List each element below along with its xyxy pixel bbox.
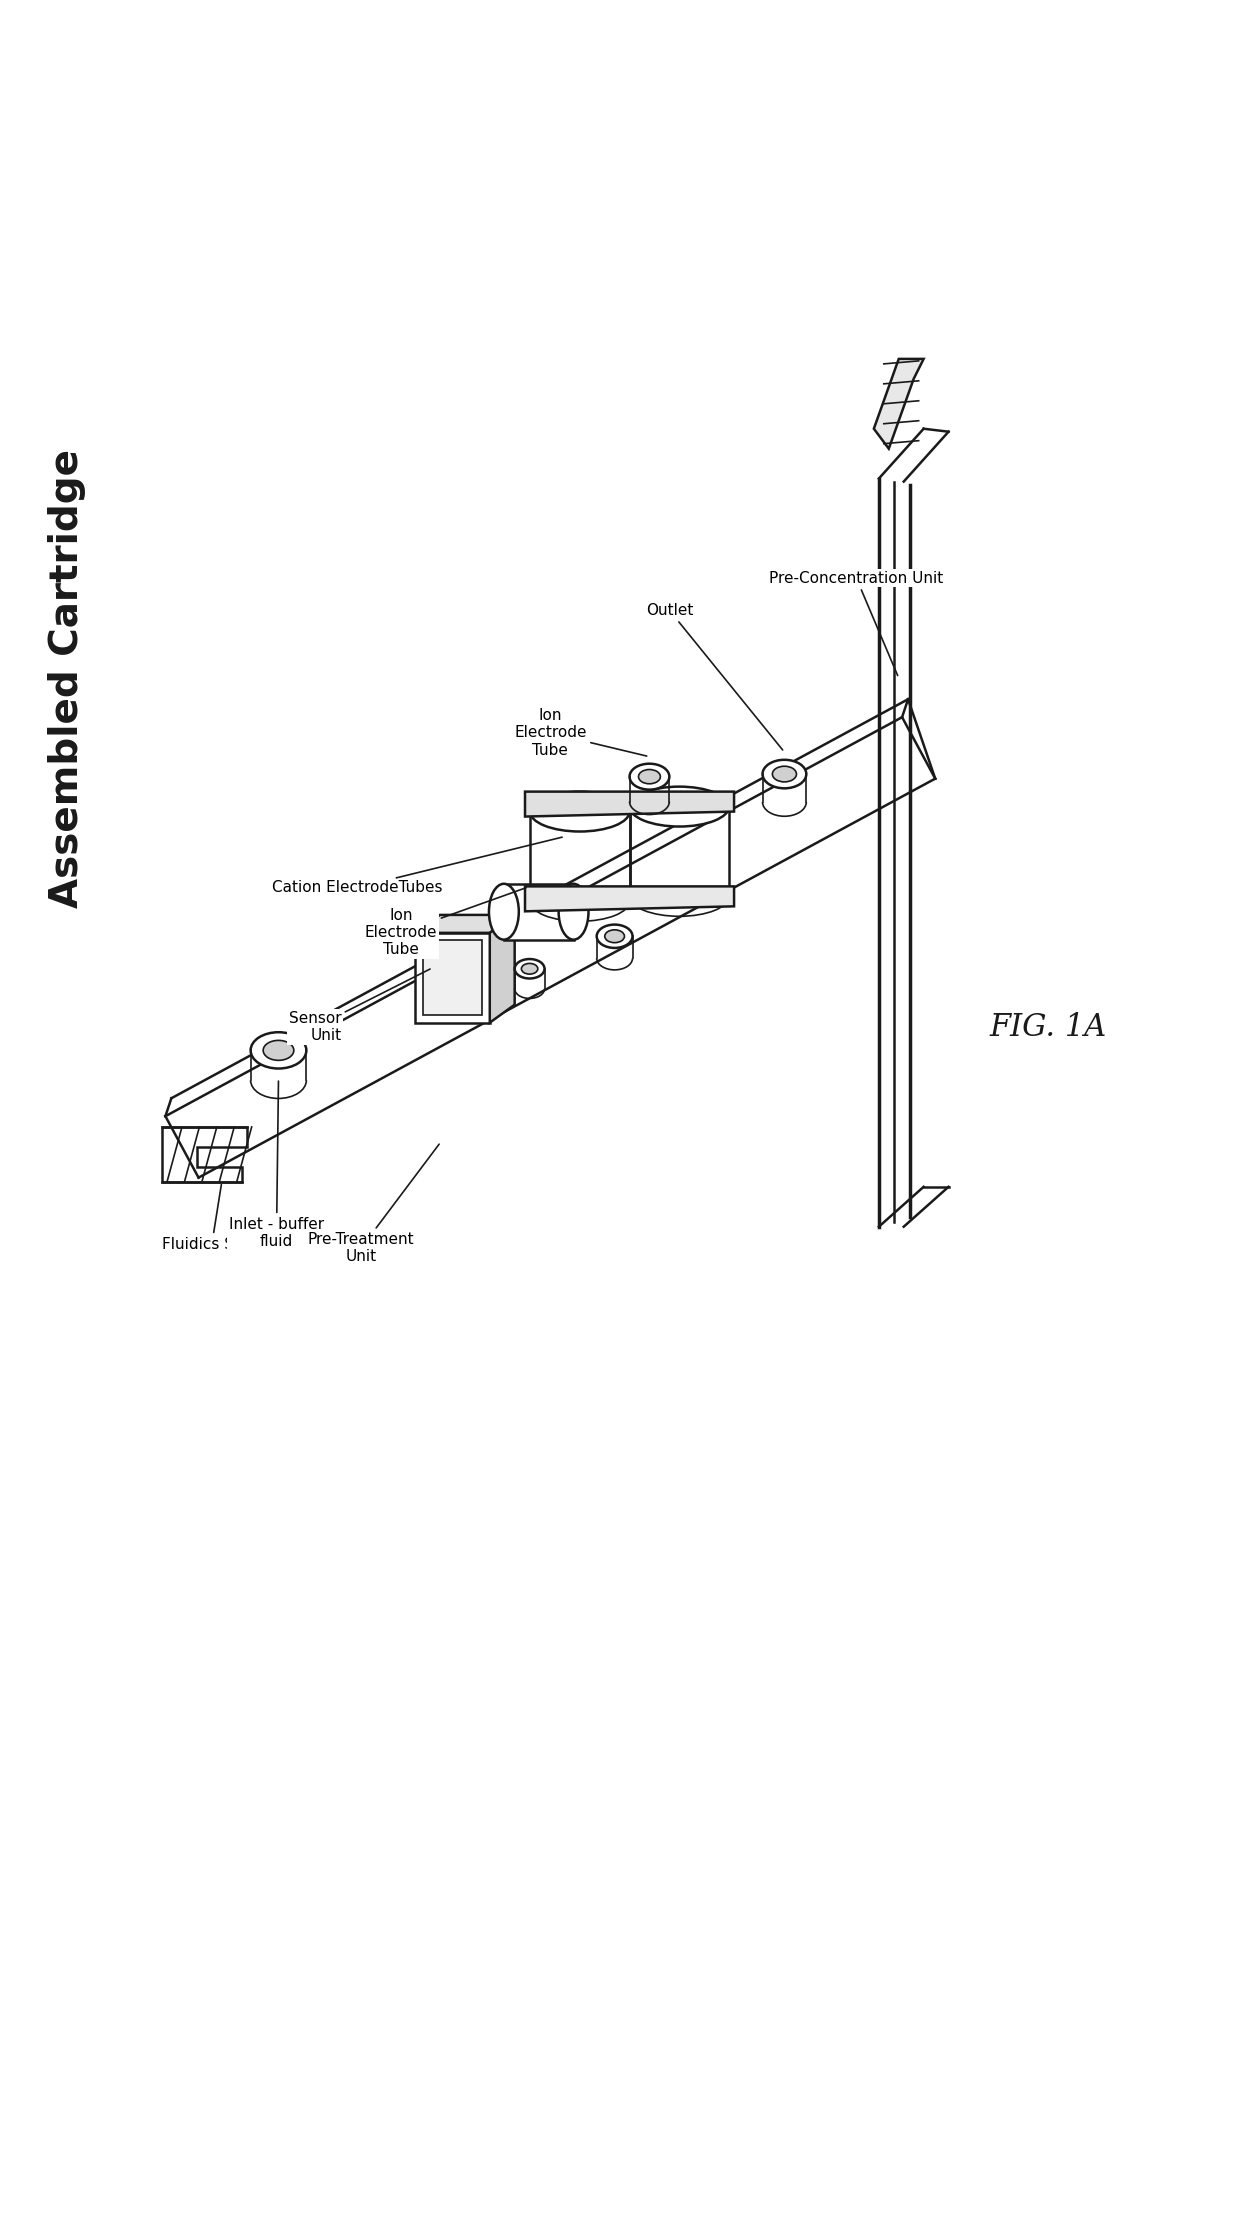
Text: Cation ElectrodeTubes: Cation ElectrodeTubes (272, 837, 562, 895)
Text: Sensor
Unit: Sensor Unit (289, 969, 430, 1044)
Text: Ion
Electrode
Tube: Ion Electrode Tube (365, 889, 526, 958)
Polygon shape (525, 886, 734, 911)
Ellipse shape (596, 924, 632, 949)
Ellipse shape (489, 884, 518, 940)
Text: Outlet: Outlet (646, 604, 782, 750)
Ellipse shape (763, 759, 806, 788)
Polygon shape (423, 940, 482, 1016)
Text: FIG. 1A: FIG. 1A (990, 1011, 1106, 1042)
Text: Fluidics Slide: Fluidics Slide (162, 1185, 262, 1252)
Polygon shape (874, 359, 924, 448)
Polygon shape (503, 884, 574, 940)
Polygon shape (162, 1127, 247, 1183)
Ellipse shape (521, 964, 538, 973)
Polygon shape (415, 915, 515, 933)
Ellipse shape (250, 1031, 306, 1069)
Polygon shape (415, 933, 490, 1022)
Text: Ion
Electrode
Tube: Ion Electrode Tube (515, 708, 647, 757)
Text: Inlet - buffer
fluid: Inlet - buffer fluid (229, 1080, 324, 1249)
Ellipse shape (605, 931, 625, 942)
Ellipse shape (639, 771, 661, 784)
Text: Pre-Treatment
Unit: Pre-Treatment Unit (308, 1145, 439, 1265)
Ellipse shape (515, 960, 544, 978)
Text: Pre-Concentration Unit: Pre-Concentration Unit (769, 570, 944, 675)
Polygon shape (490, 915, 515, 1022)
Ellipse shape (630, 786, 729, 826)
Ellipse shape (559, 884, 589, 940)
Ellipse shape (263, 1040, 294, 1060)
Polygon shape (525, 791, 734, 817)
Ellipse shape (773, 766, 796, 782)
Ellipse shape (529, 791, 630, 831)
Ellipse shape (630, 764, 670, 791)
Text: Assembled Cartridge: Assembled Cartridge (48, 448, 87, 909)
